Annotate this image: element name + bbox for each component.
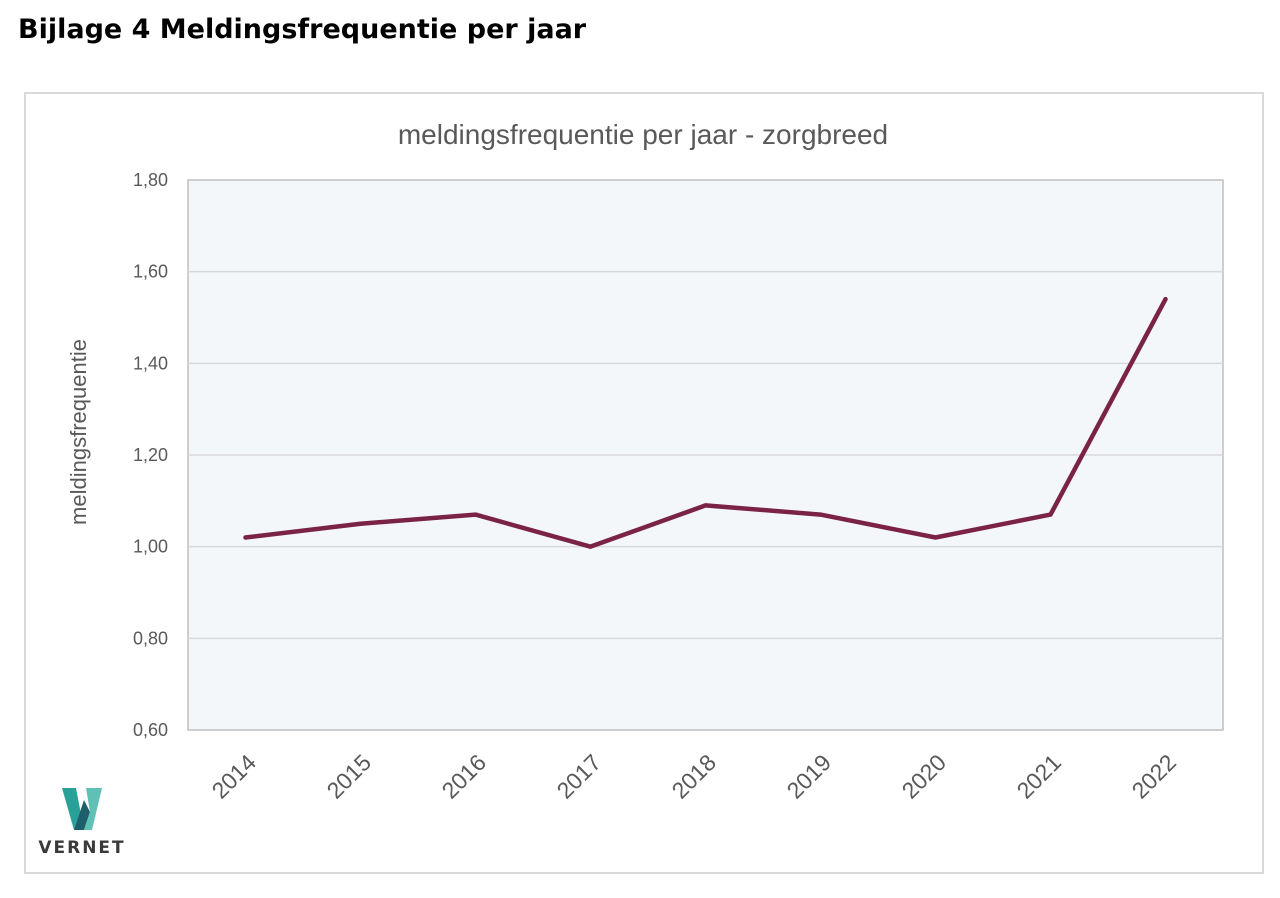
logo-mark-mid [74,800,90,830]
x-tick-label: 2021 [1011,749,1066,804]
data-point [933,535,938,540]
x-tick-label: 2022 [1126,749,1181,804]
logo-mark-right [84,788,102,830]
series-layer [243,296,1168,549]
page-heading: Bijlage 4 Meldingsfrequentie per jaar [18,14,587,45]
x-tick-label: 2016 [436,749,491,804]
x-tick-label: 2018 [666,749,721,804]
y-tick-label: 1,00 [133,537,168,557]
x-tick-label: 2020 [896,749,951,804]
y-tick-label: 1,60 [133,262,168,282]
x-tick-label: 2019 [781,749,836,804]
x-axis-ticks: 2014 2015 2016 2017 2018 2019 2020 2021 2022 [206,749,1181,804]
data-point [818,512,823,517]
y-tick-label: 0,80 [133,628,168,648]
data-point [1163,297,1168,302]
x-tick-label: 2014 [206,749,261,804]
y-tick-label: 1,20 [133,445,168,465]
logo-text: VERNET [38,838,125,858]
data-point [1048,512,1053,517]
y-tick-label: 1,80 [133,170,168,190]
data-point [473,512,478,517]
y-tick-label: 1,40 [133,353,168,373]
y-axis-ticks: 0,60 0,80 1,00 1,20 1,40 1,60 1,80 [133,170,168,740]
y-tick-label: 0,60 [133,720,168,740]
x-tick-label: 2015 [321,749,376,804]
data-point [243,535,248,540]
data-point [703,503,708,508]
data-point [358,521,363,526]
gridlines [188,270,1223,640]
vernet-logo: VERNET [38,788,125,858]
data-point [588,544,593,549]
y-axis-label: meldingsfrequentie [66,339,91,525]
x-tick-label: 2017 [551,749,606,804]
chart-title: meldingsfrequentie per jaar - zorgbreed [398,119,888,150]
